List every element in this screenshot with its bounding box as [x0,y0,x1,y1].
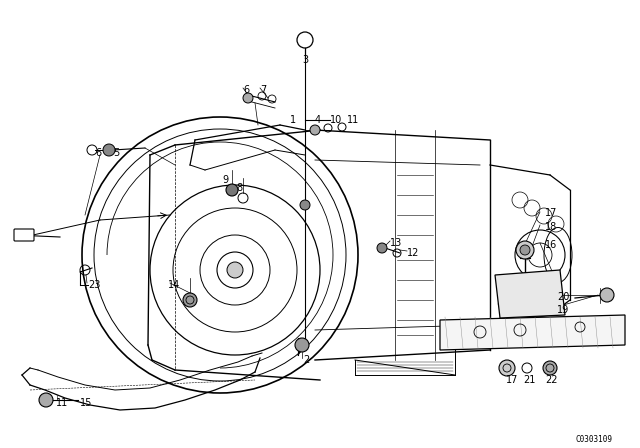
Circle shape [226,184,238,196]
Text: 6: 6 [243,85,249,95]
Circle shape [310,125,320,135]
Circle shape [300,200,310,210]
Text: 11: 11 [347,115,359,125]
Text: 13: 13 [390,238,403,248]
Polygon shape [440,315,625,350]
Text: 11: 11 [56,398,68,408]
Text: 7: 7 [260,85,266,95]
Text: 15: 15 [80,398,92,408]
Text: 17: 17 [506,375,518,385]
Text: 4: 4 [315,115,321,125]
Circle shape [377,243,387,253]
Text: 16: 16 [545,240,557,250]
Text: 22: 22 [545,375,557,385]
Circle shape [543,361,557,375]
Circle shape [243,93,253,103]
Text: 21: 21 [523,375,536,385]
Text: 17: 17 [545,208,557,218]
Text: 6: 6 [95,148,101,158]
Circle shape [499,360,515,376]
Circle shape [520,245,530,255]
Text: 1: 1 [290,115,296,125]
FancyBboxPatch shape [14,229,34,241]
Circle shape [516,241,534,259]
Text: 8: 8 [236,183,242,193]
Text: 12: 12 [407,248,419,258]
Text: 3: 3 [302,55,308,65]
Polygon shape [495,270,565,318]
Text: 2: 2 [303,355,309,365]
Circle shape [39,393,53,407]
Text: C0303109: C0303109 [575,435,612,444]
Text: 20: 20 [557,292,570,302]
Circle shape [227,262,243,278]
Circle shape [600,288,614,302]
Text: 19: 19 [557,305,569,315]
Text: 23: 23 [88,280,100,290]
Text: 18: 18 [545,222,557,232]
Text: 9: 9 [222,175,228,185]
Circle shape [103,144,115,156]
Text: 5: 5 [113,148,119,158]
Circle shape [295,338,309,352]
Text: 14: 14 [168,280,180,290]
Circle shape [183,293,197,307]
Text: 10: 10 [330,115,342,125]
